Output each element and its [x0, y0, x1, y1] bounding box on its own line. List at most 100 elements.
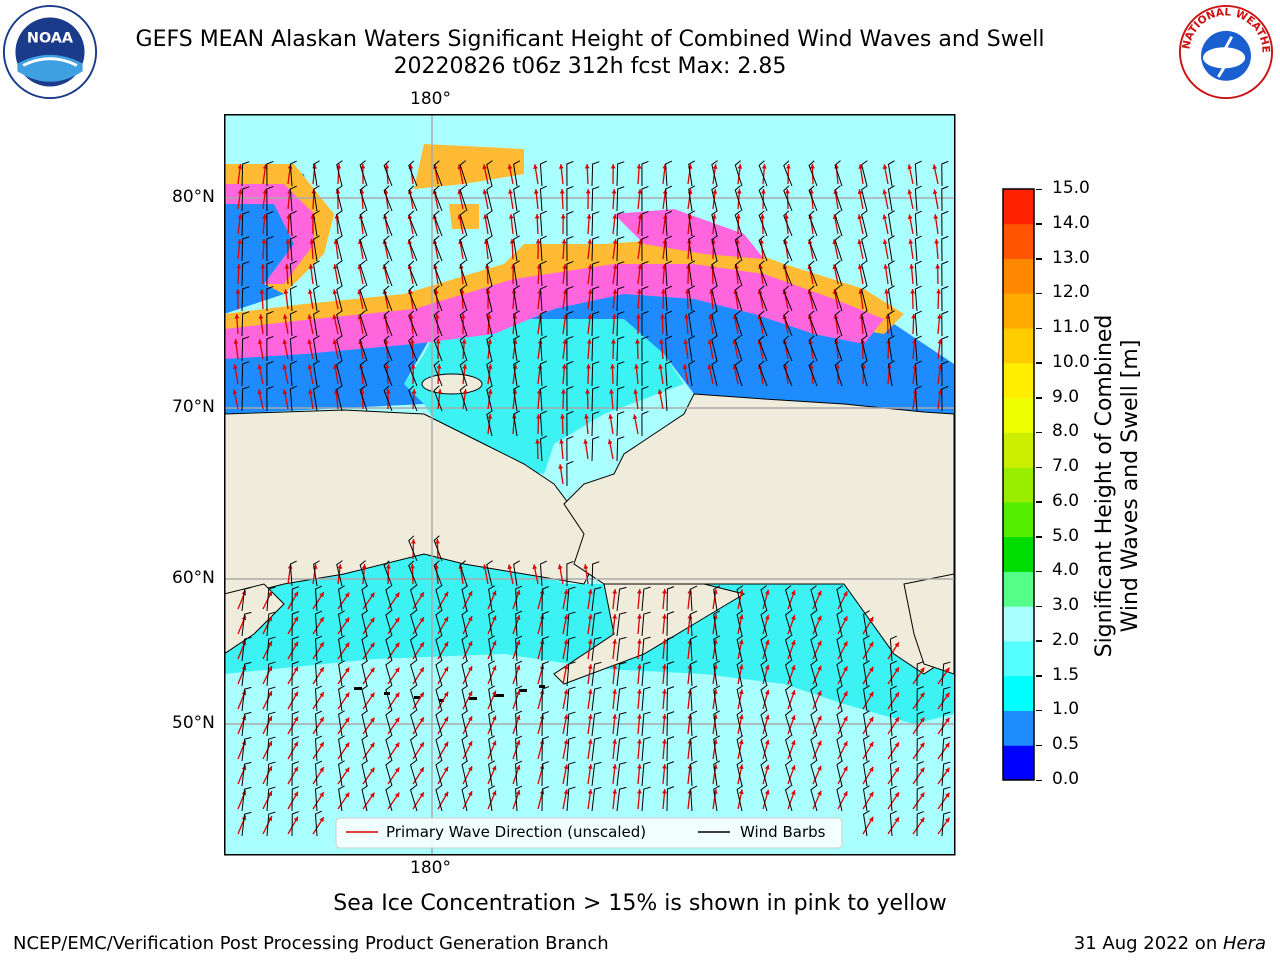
wave-arrow-head — [612, 739, 618, 744]
wind-barb — [515, 610, 523, 637]
wind-barb — [834, 310, 843, 337]
wave-arrow-head — [637, 214, 643, 219]
wave-arrow-head — [868, 666, 874, 672]
wind-barb — [488, 610, 495, 637]
wind-barb — [385, 735, 393, 762]
wave-arrow-head — [487, 364, 493, 369]
wave-arrow-head — [419, 617, 424, 623]
wind-barb — [266, 736, 276, 762]
wave-arrow-head — [712, 189, 718, 194]
wind-barb — [409, 585, 418, 612]
wave-arrow-head — [894, 692, 899, 698]
wave-arrow-head — [344, 767, 350, 773]
wave-arrow-head — [944, 817, 950, 823]
wind-barb — [808, 210, 818, 237]
wind-barb — [241, 311, 250, 337]
colorbar-tick-mark — [1036, 640, 1042, 642]
wind-barb — [711, 260, 718, 287]
wind-barb — [291, 611, 300, 637]
wind-barb — [266, 260, 274, 287]
wind-barb — [409, 635, 418, 662]
wind-barb — [314, 685, 323, 712]
wave-arrow-head — [436, 364, 442, 369]
wind-barb — [539, 260, 547, 287]
wind-barb — [666, 711, 675, 737]
wind-barb — [541, 711, 550, 737]
wave-arrow-head — [738, 739, 744, 745]
wind-barb — [409, 735, 418, 762]
colorbar-frame — [1002, 188, 1035, 781]
wave-arrow-head — [585, 389, 590, 394]
wind-barb — [688, 310, 696, 337]
wind-barb — [314, 785, 323, 812]
wind-barb — [887, 160, 895, 187]
wind-barb — [664, 160, 673, 187]
wind-barb — [566, 435, 574, 462]
wave-arrow-head — [344, 617, 350, 623]
wind-barb — [241, 386, 250, 412]
colorbar-tick-label: 10.0 — [1052, 351, 1090, 372]
wave-arrow-head — [293, 716, 298, 722]
wind-barb — [736, 760, 744, 787]
wind-barb — [941, 235, 949, 262]
wind-barb — [784, 610, 793, 637]
wind-barb — [941, 160, 949, 187]
wind-barb — [808, 260, 818, 287]
wave-arrow-head — [683, 339, 689, 344]
wind-barb — [566, 611, 576, 637]
wind-barb — [359, 310, 368, 337]
wave-arrow-head — [385, 389, 391, 394]
wind-barb — [641, 761, 651, 787]
wind-barb — [591, 736, 602, 762]
wind-barb — [941, 210, 949, 237]
wave-arrow-head — [586, 214, 592, 219]
wind-barb — [834, 160, 843, 187]
wave-arrow-head — [515, 690, 521, 696]
wind-barb — [409, 610, 418, 637]
wave-arrow-head — [563, 614, 569, 620]
wind-barb — [338, 735, 345, 762]
wave-arrow-head — [734, 264, 739, 269]
wind-barb — [664, 385, 673, 412]
wave-arrow-head — [467, 716, 473, 722]
wind-barb — [566, 686, 576, 712]
wave-arrow-head — [944, 692, 950, 698]
wave-arrow-head — [319, 642, 324, 648]
wave-arrow-head — [369, 667, 375, 673]
wind-barb — [941, 786, 951, 812]
land-alaska — [563, 393, 954, 675]
wave-arrow-head — [764, 614, 770, 620]
wave-arrow-head — [467, 616, 473, 622]
wave-arrow-head — [791, 615, 796, 621]
sea-ice-note: Sea Ice Concentration > 15% is shown in … — [333, 891, 947, 916]
wave-arrow-head — [612, 664, 618, 669]
wave-arrow-head — [394, 767, 400, 773]
wind-barb — [459, 360, 468, 387]
lat-label-60n: 60°N — [172, 568, 215, 588]
wave-arrow-head — [267, 766, 273, 772]
wave-arrow-head — [267, 641, 273, 647]
wind-barb — [433, 260, 443, 287]
wave-arrow-head — [563, 739, 569, 745]
wave-arrow-head — [515, 665, 521, 671]
wave-arrow-head — [257, 389, 263, 395]
wind-barb — [760, 635, 768, 662]
wave-arrow-head — [587, 314, 593, 319]
wind-barb — [488, 685, 495, 712]
wind-barb — [713, 685, 721, 712]
wind-barb — [616, 161, 625, 187]
wind-barb — [313, 160, 320, 187]
wind-barb — [784, 635, 793, 662]
wind-barb — [914, 335, 922, 362]
wind-barb — [266, 160, 274, 187]
wave-arrow-head — [293, 691, 298, 697]
wind-barb — [690, 760, 698, 787]
wave-arrow-head — [907, 189, 913, 195]
wave-arrow-head — [433, 264, 438, 269]
wind-barb — [336, 360, 343, 387]
wave-arrow-head — [636, 289, 642, 294]
wind-barb — [887, 360, 895, 387]
colorbar-tick-mark — [1036, 570, 1042, 573]
wind-barb — [361, 585, 369, 612]
wave-arrow-head — [764, 639, 770, 645]
